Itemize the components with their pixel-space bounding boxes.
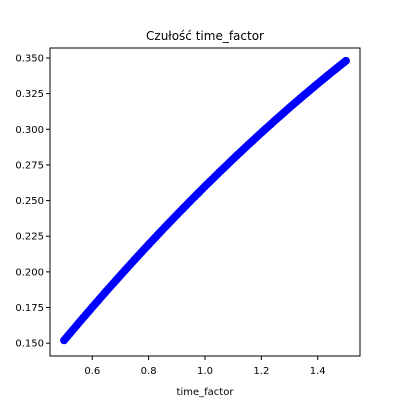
scatter-point [341,56,350,65]
y-axis-ticks: 0.150 0.175 0.200 0.225 0.250 0.275 0.300 0.325… [15,53,50,350]
x-tick-label: 1.2 [253,366,269,377]
scatter-point [201,182,209,191]
x-tick-label: 0.6 [84,366,100,377]
scatter-point [130,255,139,264]
scatter-point [116,271,125,280]
y-tick-label: 0.175 [15,303,44,314]
scatter-point [299,91,308,100]
scatter-point [102,287,111,296]
scatter-point [74,319,83,328]
chart-title: Czułość time_factor [146,29,264,43]
data-points [60,56,350,345]
x-tick-label: 1.0 [197,366,213,377]
x-axis-ticks: 0.6 0.8 1.0 1.2 1.4 [84,356,326,377]
scatter-point [229,154,238,163]
scatter-point [88,303,97,312]
y-tick-label: 0.250 [15,196,44,207]
scatter-point [60,336,69,345]
scatter-point [158,225,167,234]
x-tick-label: 1.4 [310,366,326,377]
y-tick-label: 0.275 [15,160,44,171]
scatter-point [257,128,266,137]
scatter-point [271,116,280,125]
y-tick-label: 0.325 [15,89,44,100]
y-tick-label: 0.300 [15,125,44,136]
y-tick-label: 0.200 [15,267,44,278]
x-tick-label: 0.8 [141,366,157,377]
scatter-point [144,240,153,249]
y-tick-label: 0.225 [15,232,44,243]
y-tick-label: 0.350 [15,53,44,64]
scatter-point [172,210,181,219]
scatter-point [313,79,322,88]
scatter-point [285,103,294,112]
scatter-point [243,141,252,150]
scatter-point [215,168,224,177]
y-tick-label: 0.150 [15,339,44,350]
scatter-point [186,196,195,205]
x-axis-label: time_factor [177,387,235,398]
scatter-point [327,68,336,77]
plot-background [50,48,360,356]
